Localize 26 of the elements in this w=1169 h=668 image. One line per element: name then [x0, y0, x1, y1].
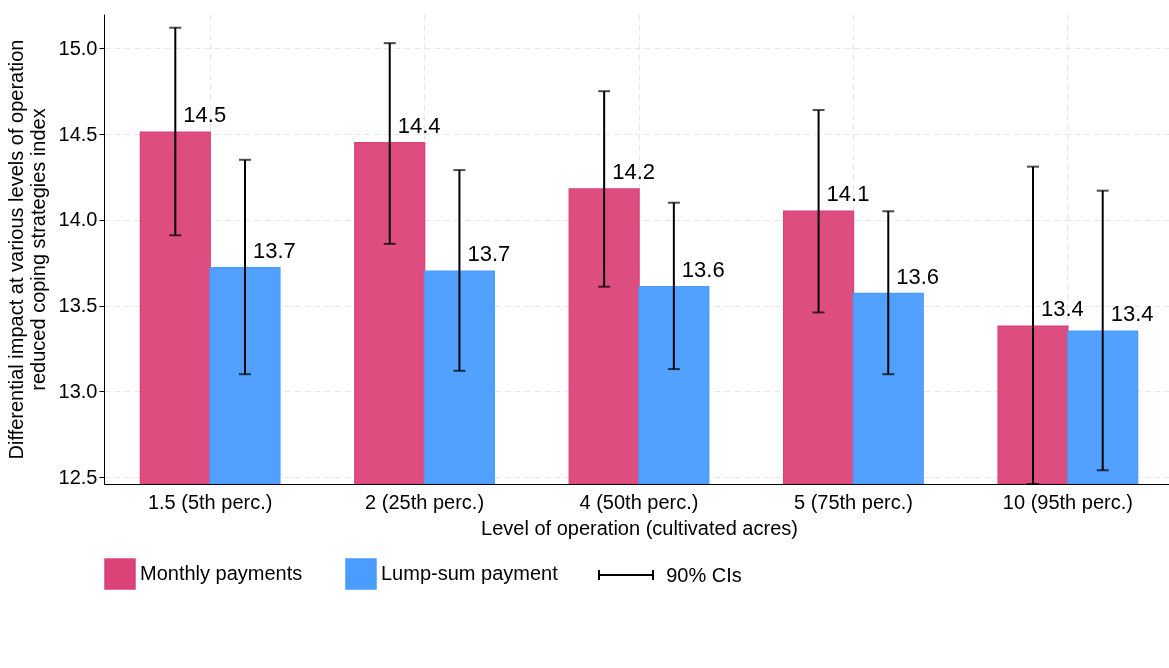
data-label: 14.1: [826, 181, 870, 207]
data-label: 13.7: [467, 241, 511, 267]
text: 90% CIs: [666, 563, 742, 587]
data-label: 13.6: [896, 263, 940, 289]
y-tick-label: 13.0: [58, 379, 98, 402]
x-tick-label: 2 (25th perc.): [365, 490, 485, 513]
x-tick-label: 5 (75th perc.): [793, 490, 913, 513]
data-label: 14.4: [397, 112, 441, 138]
data-label: 13.7: [252, 237, 296, 263]
x-axis-title: Level of operation (cultivated acres): [481, 516, 798, 539]
x-tick-label: 10 (95th perc.): [1002, 490, 1133, 513]
y-axis-title: Differential impact at various levels of operation reduced coping strategies index: [4, 39, 49, 460]
data-label: 13.6: [681, 256, 725, 282]
y-tick-label: 13.5: [58, 294, 98, 317]
data-label: 13.4: [1041, 296, 1084, 322]
y-tick-label: 12.5: [58, 465, 98, 488]
x-tick-label: 1.5 (5th perc.): [147, 490, 273, 513]
y-tick-label: 15.0: [58, 36, 98, 59]
data-label: 13.4: [1110, 301, 1154, 327]
data-label: 14.2: [612, 158, 655, 184]
data-label: 14.5: [183, 102, 227, 128]
x-tick-label: 4 (50th perc.): [579, 490, 699, 513]
y-tick-label: 14.0: [58, 208, 98, 231]
legend-label: Monthly payments: [140, 562, 303, 584]
legend-label: Lump-sum payment: [381, 562, 559, 584]
y-tick-label: 14.5: [58, 122, 98, 145]
